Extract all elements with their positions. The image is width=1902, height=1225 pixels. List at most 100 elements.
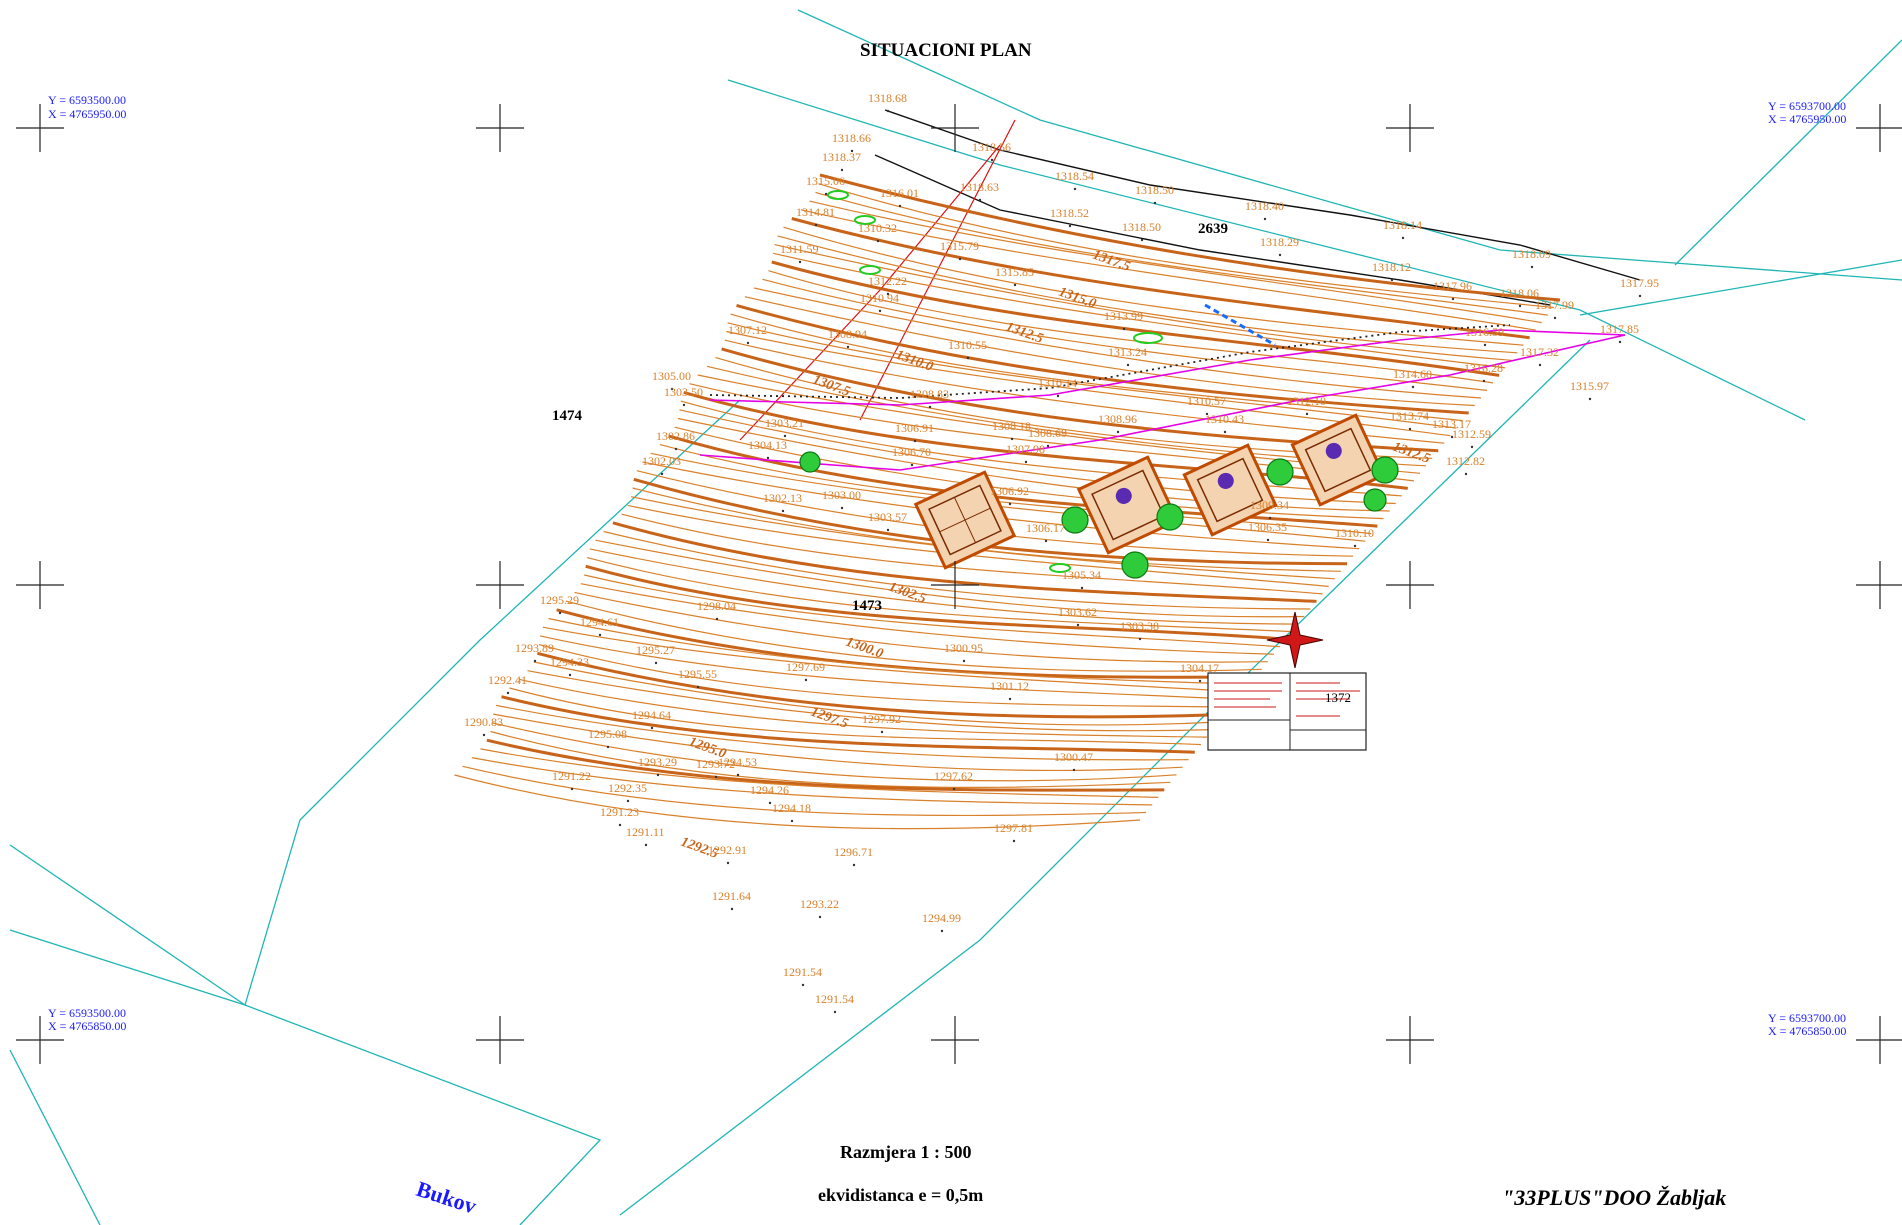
spot-height-point	[1008, 697, 1012, 701]
spot-height-point	[746, 341, 750, 345]
spot-height-label: 1306.35	[1248, 520, 1287, 534]
spot-height-point	[1116, 430, 1120, 434]
scale-label: Razmjera 1 : 500	[840, 1142, 971, 1162]
spot-height-label: 1293.29	[638, 755, 677, 769]
spot-height-point	[1140, 238, 1144, 242]
spot-height-point	[598, 633, 602, 637]
access-road	[699, 329, 1626, 471]
river-label: Bukov	[413, 1176, 479, 1219]
spot-height-point	[818, 915, 822, 919]
spot-height-point	[852, 863, 856, 867]
contour	[659, 444, 1372, 535]
index-contour	[585, 564, 1287, 641]
index-contour	[819, 173, 1561, 302]
spot-height-point	[1390, 278, 1394, 282]
spot-height-label: 1305.34	[1062, 568, 1101, 582]
contour-elevation-label: 1297.5	[809, 705, 850, 732]
spot-height-label: 1318.29	[1260, 235, 1299, 249]
contour	[490, 730, 1171, 788]
spot-height-point	[1618, 340, 1622, 344]
corner-nw-y: Y = 6593500.00	[48, 93, 126, 107]
spot-height-label: 1291.64	[712, 889, 751, 903]
index-contour	[683, 390, 1408, 490]
contour	[650, 452, 1366, 542]
spot-height-point	[1068, 224, 1072, 228]
spot-height-point	[1482, 379, 1486, 383]
spot-height-label: 1315.79	[940, 239, 979, 253]
contour	[772, 252, 1506, 369]
spot-height-point	[783, 434, 787, 438]
spot-height-label: 1318.09	[1512, 247, 1551, 261]
spot-height-point	[850, 149, 854, 153]
tree	[1121, 551, 1149, 579]
spot-height-label: 1310.14	[1038, 376, 1077, 390]
corner-ne-y: Y = 6593700.00	[1768, 99, 1846, 113]
spot-height-label: 1302.86	[656, 429, 695, 443]
index-contour	[612, 521, 1317, 603]
spot-height-point	[1538, 363, 1542, 367]
contour	[768, 270, 1494, 384]
spot-height-point	[846, 345, 850, 349]
spot-height-label: 1316.01	[880, 186, 919, 200]
spot-height-label: 1293.72	[696, 757, 735, 771]
spot-height-point	[840, 168, 844, 172]
spot-height-label: 1302.03	[642, 454, 681, 468]
spot-height-point	[533, 659, 537, 663]
spot-height-label: 1304.13	[748, 438, 787, 452]
spot-height-point	[962, 659, 966, 663]
spot-height-label: 1292.91	[708, 843, 747, 857]
spot-height-point	[990, 158, 994, 162]
contour	[471, 757, 1153, 806]
contour	[627, 504, 1329, 587]
spot-height-point	[1223, 430, 1227, 434]
spot-height-label: 1294.64	[632, 708, 671, 722]
spot-height-label: 1292.35	[608, 781, 647, 795]
spot-height-label: 1318.50	[1135, 183, 1174, 197]
spot-height-label: 1295.27	[636, 643, 675, 657]
spot-height-label: 1317.32	[1520, 345, 1559, 359]
cottage-3	[1182, 443, 1278, 537]
spot-height-point	[736, 773, 740, 777]
spot-height-label: 1300.95	[944, 641, 983, 655]
spot-height-label: 1294.53	[718, 755, 757, 769]
spot-height-label: 1312.10	[1287, 394, 1326, 408]
spot-height-label: 1312.59	[1452, 427, 1491, 441]
spot-height-label: 1312.82	[1446, 454, 1485, 468]
spot-height-label: 1306.70	[892, 445, 931, 459]
spot-height-point	[1008, 502, 1012, 506]
spot-height-point	[814, 223, 818, 227]
spot-height-label: 1318.14	[1383, 218, 1422, 232]
spot-height-point	[804, 678, 808, 682]
spot-height-label: 1303.21	[765, 416, 804, 430]
contour	[677, 417, 1390, 512]
spot-height-label: 1318.40	[1245, 199, 1284, 213]
tree	[1266, 458, 1294, 486]
spot-height-point	[824, 192, 828, 196]
spot-height-point	[1530, 265, 1534, 269]
spot-height-label: 1308.69	[1028, 426, 1067, 440]
spot-height-point	[1126, 363, 1130, 367]
spot-height-point	[886, 109, 890, 113]
contour-elevation-label: 1317.5	[1091, 248, 1132, 275]
spot-height-label: 1313.99	[1104, 309, 1143, 323]
north-arrow-icon	[1266, 611, 1324, 669]
spot-height-label: 1306.92	[990, 484, 1029, 498]
spot-height-label: 1292.41	[488, 673, 527, 687]
spot-height-point	[1353, 544, 1357, 548]
spot-height-point	[1198, 679, 1202, 683]
spot-height-label: 1318.56	[972, 140, 1011, 154]
spot-height-point	[781, 509, 785, 513]
spot-height-label: 1293.89	[515, 641, 554, 655]
spot-height-point	[650, 726, 654, 730]
spot-height-point	[644, 843, 648, 847]
contour	[584, 574, 1281, 648]
spot-height-label: 1302.13	[763, 491, 802, 505]
spot-height-label: 1318.63	[960, 180, 999, 194]
contour	[586, 557, 1293, 633]
spot-height-point	[766, 456, 770, 460]
spot-height-label: 1303.38	[1120, 619, 1159, 633]
spot-height-label: 1310.94	[860, 291, 899, 305]
spot-height-point	[670, 387, 674, 391]
contour	[621, 513, 1323, 595]
contour	[809, 200, 1542, 324]
